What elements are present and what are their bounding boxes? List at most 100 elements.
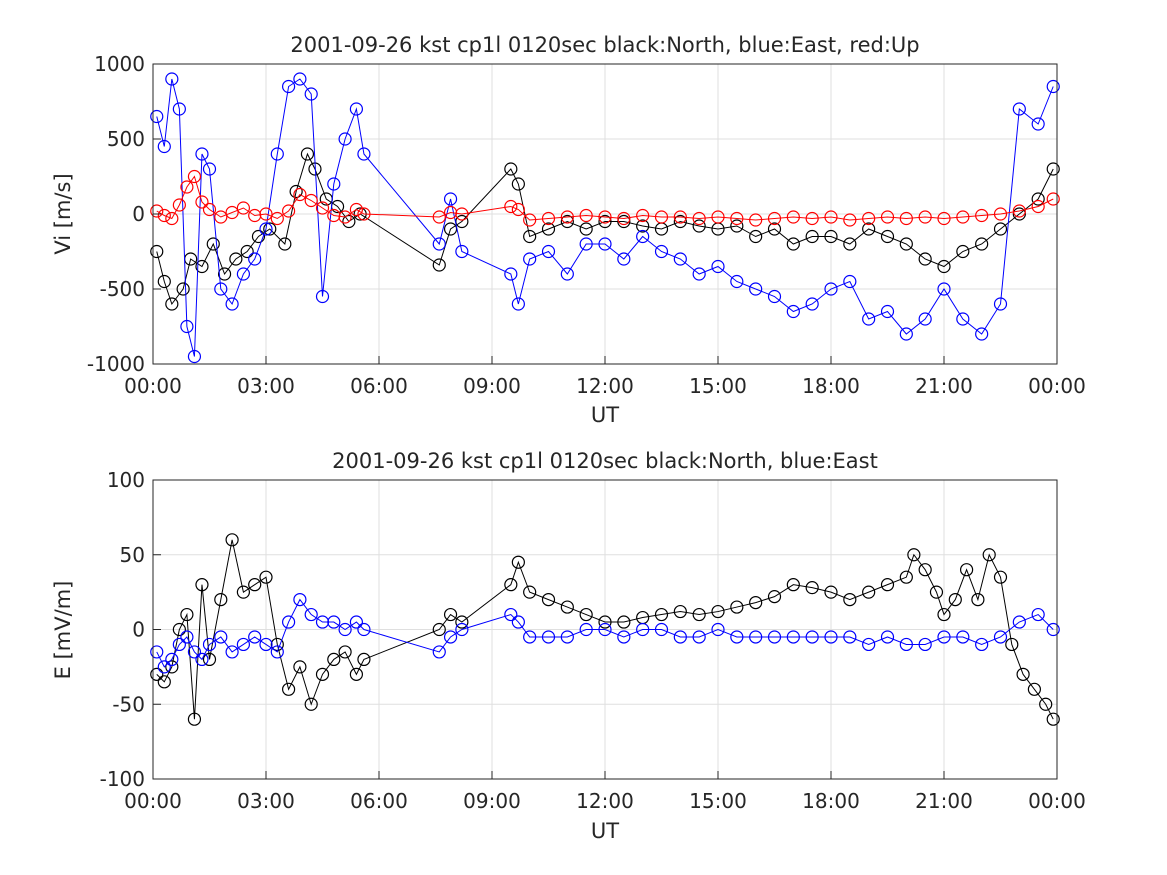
data-point-north — [824, 229, 838, 244]
data-point-north — [251, 229, 266, 244]
data-point-east — [443, 192, 458, 206]
data-point-east — [511, 615, 525, 629]
data-point-up — [824, 210, 838, 224]
data-point-north — [786, 578, 800, 592]
data-point-east — [157, 660, 171, 674]
x-tick-label: 00:00 — [1028, 789, 1086, 813]
x-tick-label: 03:00 — [237, 789, 295, 813]
data-point-north — [975, 237, 989, 251]
data-point-north — [1012, 207, 1026, 221]
data-point-east — [504, 607, 518, 622]
data-point-east — [259, 222, 273, 236]
data-point-north — [692, 219, 706, 233]
data-point-north — [270, 637, 284, 652]
data-point-east — [338, 132, 352, 146]
data-point-north — [843, 237, 857, 251]
x-tick-label: 18:00 — [802, 789, 860, 813]
data-point-up — [1031, 199, 1045, 214]
velocity-chart-title: 2001-09-26 kst cp1l 0120sec black:North,… — [290, 33, 919, 57]
data-point-east — [180, 630, 194, 644]
data-point-east — [432, 645, 446, 659]
x-tick-label: 00:00 — [124, 789, 182, 813]
x-tick-label: 09:00 — [463, 789, 521, 813]
velocity-y-axis-label: Vi [m/s] — [51, 173, 75, 254]
data-point-east — [1031, 117, 1045, 131]
data-point-north — [899, 570, 913, 584]
data-point-north — [504, 162, 518, 176]
data-point-north — [692, 607, 706, 622]
data-point-east — [975, 637, 989, 652]
data-point-north — [993, 570, 1008, 584]
data-point-north — [749, 595, 763, 610]
data-point-east — [202, 162, 217, 176]
data-point-east — [1046, 79, 1060, 94]
data-point-east — [692, 267, 706, 281]
data-point-north — [165, 660, 179, 674]
data-point-north — [862, 222, 876, 236]
y-tick-label: -500 — [100, 277, 145, 301]
data-point-up — [150, 204, 164, 218]
efield-x-ticks: 00:00 03:00 06:00 09:00 12:00 15:00 18:00 21:00… — [124, 771, 1086, 813]
data-point-north — [673, 214, 687, 229]
data-point-north — [907, 548, 921, 562]
x-tick-label: 06:00 — [350, 789, 408, 813]
data-point-north — [278, 237, 292, 251]
data-point-east — [187, 645, 202, 659]
efield-x-axis-label: UT — [591, 819, 619, 843]
data-point-east — [579, 622, 593, 637]
data-point-east — [338, 622, 352, 637]
data-point-east — [293, 592, 307, 607]
data-point-up — [711, 210, 725, 224]
data-point-up — [541, 211, 556, 226]
data-point-east — [523, 630, 537, 644]
data-point-east — [918, 637, 932, 652]
data-point-east — [899, 327, 913, 341]
efield-panel: 2001-09-26 kst cp1l 0120sec black:North,… — [51, 449, 1086, 843]
y-tick-label: 50 — [120, 543, 145, 567]
data-point-up — [636, 208, 650, 223]
data-point-north — [959, 563, 974, 577]
data-point-east — [636, 622, 650, 637]
x-tick-label: 00:00 — [124, 374, 182, 398]
x-tick-label: 15:00 — [689, 374, 747, 398]
data-point-north — [304, 697, 318, 711]
data-point-east — [786, 304, 800, 319]
data-point-up — [956, 210, 970, 224]
data-point-up — [598, 210, 612, 224]
data-point-east — [598, 237, 612, 251]
data-point-up — [357, 207, 371, 221]
data-point-up — [560, 210, 574, 224]
data-point-north — [1016, 667, 1030, 681]
x-tick-label: 15:00 — [689, 789, 747, 813]
data-point-east — [180, 319, 194, 334]
data-point-east — [805, 630, 819, 644]
data-point-north — [579, 607, 593, 622]
data-point-east — [357, 622, 371, 637]
data-point-north — [195, 259, 209, 274]
data-point-east — [749, 630, 763, 644]
data-point-north — [349, 667, 363, 681]
data-point-north — [673, 604, 687, 619]
data-point-up — [165, 211, 179, 226]
data-point-north — [956, 244, 970, 259]
data-point-east — [225, 645, 239, 659]
data-point-east — [560, 267, 574, 281]
data-point-up — [214, 210, 228, 224]
efield-y-ticks: 100 50 0 -50 -100 — [100, 468, 161, 791]
data-point-north — [862, 585, 876, 599]
data-point-east — [805, 297, 819, 311]
data-point-east — [248, 252, 262, 266]
data-point-north — [948, 592, 962, 607]
data-point-east — [304, 607, 318, 622]
data-point-east — [504, 267, 518, 281]
data-point-east — [617, 630, 631, 644]
velocity-grid — [152, 63, 1058, 365]
data-point-east — [579, 237, 593, 251]
data-point-north — [443, 607, 458, 622]
data-point-east — [899, 637, 913, 652]
y-tick-label: -100 — [100, 767, 145, 791]
data-point-north — [504, 578, 518, 592]
data-point-up — [673, 210, 687, 224]
data-point-north — [315, 667, 330, 681]
